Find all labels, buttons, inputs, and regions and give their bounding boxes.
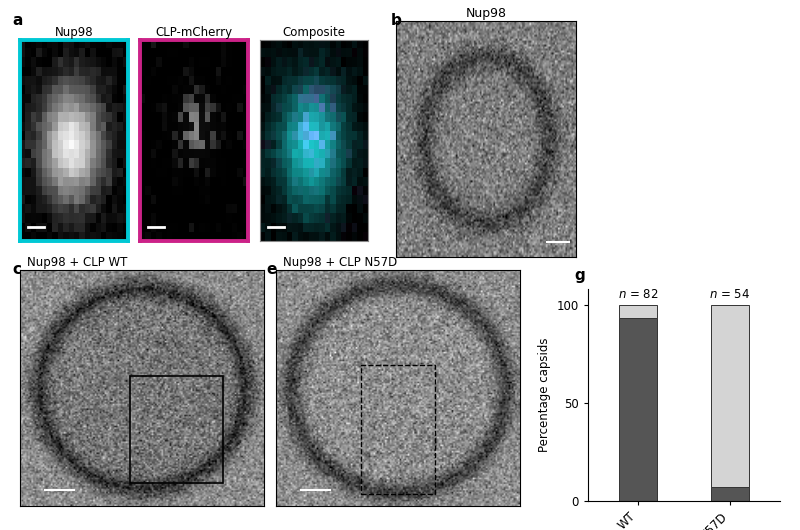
Text: a: a: [12, 13, 22, 28]
Text: g: g: [574, 268, 585, 282]
Bar: [619, 305, 658, 319]
Title: Nup98: Nup98: [54, 25, 94, 39]
Title: Nup98: Nup98: [466, 7, 506, 20]
Title: CLP-mCherry: CLP-mCherry: [155, 25, 233, 39]
Text: e: e: [266, 262, 277, 277]
Bar: [130, 376, 222, 482]
Text: Nup98 + CLP N57D: Nup98 + CLP N57D: [283, 256, 398, 269]
Bar: [710, 487, 749, 501]
Text: $n$ = 54: $n$ = 54: [709, 288, 750, 301]
Text: $n$ = 82: $n$ = 82: [618, 288, 658, 301]
Y-axis label: Percentage capsids: Percentage capsids: [538, 338, 551, 452]
Text: Nup98 + CLP WT: Nup98 + CLP WT: [27, 256, 128, 269]
Title: Composite: Composite: [282, 25, 346, 39]
Text: c: c: [12, 262, 21, 277]
Bar: [710, 305, 749, 487]
Bar: [619, 319, 658, 501]
Text: b: b: [390, 13, 402, 28]
Bar: [362, 365, 434, 494]
